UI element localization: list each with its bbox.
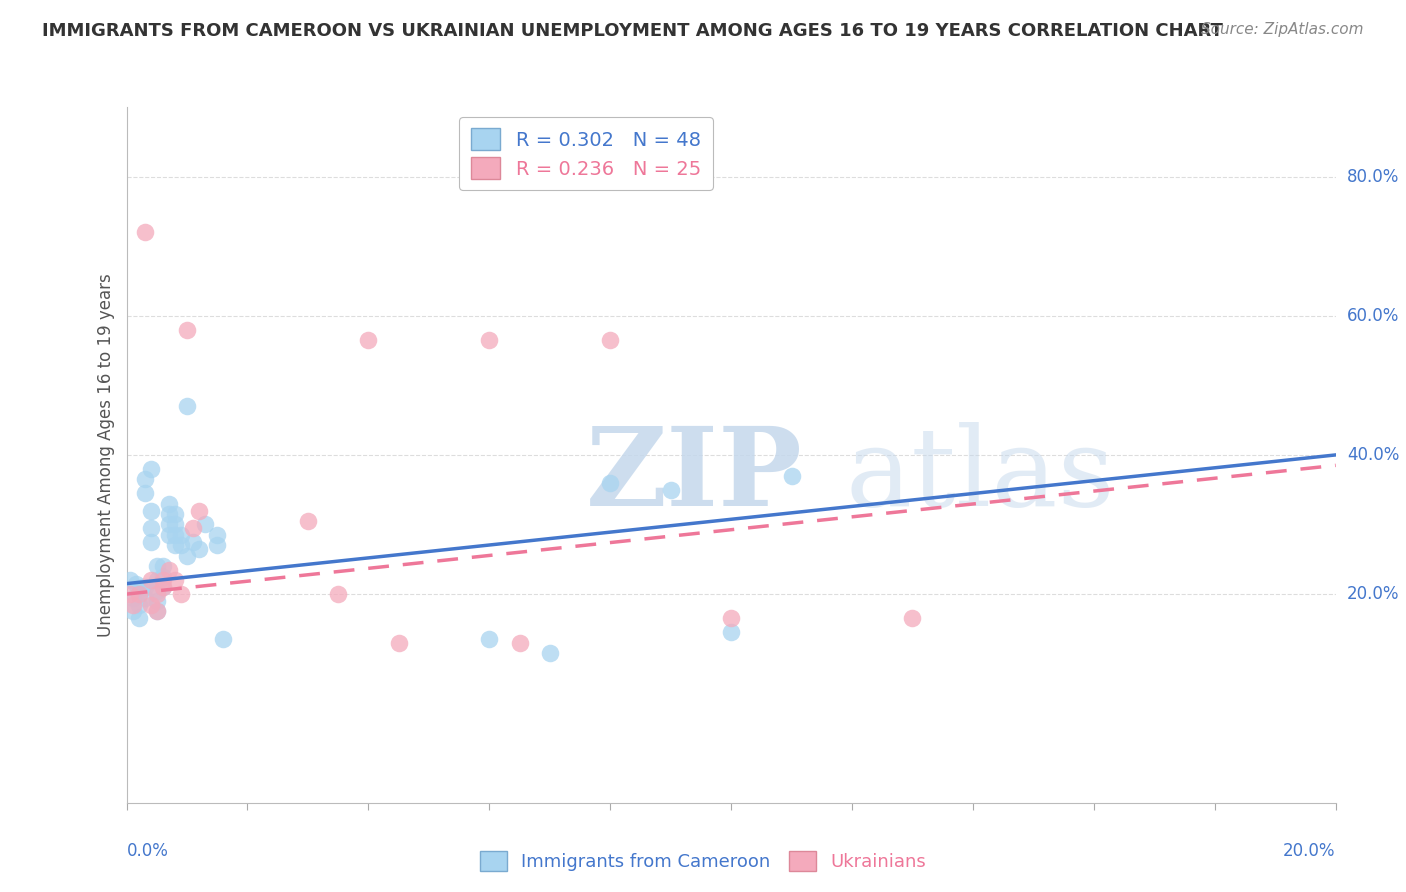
- Point: [599, 333, 621, 347]
- Point: [152, 580, 174, 594]
- Point: [478, 632, 501, 647]
- Point: [163, 538, 186, 552]
- Point: [146, 559, 169, 574]
- Point: [170, 587, 193, 601]
- Point: [146, 573, 169, 587]
- Point: [139, 534, 162, 549]
- Point: [128, 587, 150, 601]
- Point: [134, 472, 156, 486]
- Point: [139, 462, 162, 476]
- Point: [146, 605, 169, 619]
- Text: 20.0%: 20.0%: [1347, 585, 1399, 603]
- Point: [212, 632, 235, 647]
- Point: [181, 534, 204, 549]
- Point: [152, 559, 174, 574]
- Point: [163, 517, 186, 532]
- Point: [297, 514, 319, 528]
- Text: IMMIGRANTS FROM CAMEROON VS UKRAINIAN UNEMPLOYMENT AMONG AGES 16 TO 19 YEARS COR: IMMIGRANTS FROM CAMEROON VS UKRAINIAN UN…: [42, 22, 1223, 40]
- Point: [139, 521, 162, 535]
- Point: [118, 573, 141, 587]
- Point: [326, 587, 350, 601]
- Y-axis label: Unemployment Among Ages 16 to 19 years: Unemployment Among Ages 16 to 19 years: [97, 273, 115, 637]
- Point: [176, 323, 198, 337]
- Text: 40.0%: 40.0%: [1347, 446, 1399, 464]
- Point: [124, 576, 146, 591]
- Point: [176, 549, 198, 563]
- Point: [146, 583, 169, 598]
- Point: [152, 570, 174, 584]
- Point: [146, 594, 169, 608]
- Point: [134, 486, 156, 500]
- Point: [659, 483, 682, 497]
- Point: [139, 598, 162, 612]
- Point: [152, 573, 174, 587]
- Point: [157, 497, 180, 511]
- Point: [146, 587, 169, 601]
- Point: [599, 475, 621, 490]
- Text: 0.0%: 0.0%: [127, 842, 169, 860]
- Point: [163, 573, 186, 587]
- Text: 80.0%: 80.0%: [1347, 168, 1399, 186]
- Point: [128, 611, 150, 625]
- Point: [538, 646, 561, 660]
- Point: [128, 598, 150, 612]
- Legend: R = 0.302   N = 48, R = 0.236   N = 25: R = 0.302 N = 48, R = 0.236 N = 25: [460, 117, 713, 190]
- Point: [118, 587, 141, 601]
- Point: [139, 573, 162, 587]
- Point: [157, 563, 180, 577]
- Point: [194, 517, 217, 532]
- Point: [478, 333, 501, 347]
- Point: [509, 636, 531, 650]
- Point: [170, 538, 193, 552]
- Point: [121, 598, 143, 612]
- Legend: Immigrants from Cameroon, Ukrainians: Immigrants from Cameroon, Ukrainians: [472, 844, 934, 879]
- Point: [121, 605, 143, 619]
- Point: [205, 528, 228, 542]
- Point: [163, 507, 186, 521]
- Text: atlas: atlas: [846, 422, 1115, 529]
- Point: [170, 528, 193, 542]
- Point: [720, 625, 742, 640]
- Point: [901, 611, 924, 625]
- Point: [780, 468, 803, 483]
- Point: [134, 591, 156, 605]
- Point: [152, 580, 174, 594]
- Point: [121, 591, 143, 605]
- Point: [357, 333, 380, 347]
- Point: [205, 538, 228, 552]
- Point: [134, 580, 156, 594]
- Point: [128, 587, 150, 601]
- Text: 60.0%: 60.0%: [1347, 307, 1399, 325]
- Point: [131, 580, 153, 594]
- Point: [176, 399, 198, 413]
- Point: [720, 611, 742, 625]
- Text: 20.0%: 20.0%: [1284, 842, 1336, 860]
- Point: [163, 528, 186, 542]
- Point: [188, 541, 211, 556]
- Point: [157, 507, 180, 521]
- Point: [181, 521, 204, 535]
- Point: [146, 605, 169, 619]
- Point: [157, 517, 180, 532]
- Point: [188, 503, 211, 517]
- Point: [139, 503, 162, 517]
- Point: [388, 636, 411, 650]
- Text: ZIP: ZIP: [586, 422, 803, 529]
- Text: Source: ZipAtlas.com: Source: ZipAtlas.com: [1201, 22, 1364, 37]
- Point: [134, 225, 156, 239]
- Point: [157, 528, 180, 542]
